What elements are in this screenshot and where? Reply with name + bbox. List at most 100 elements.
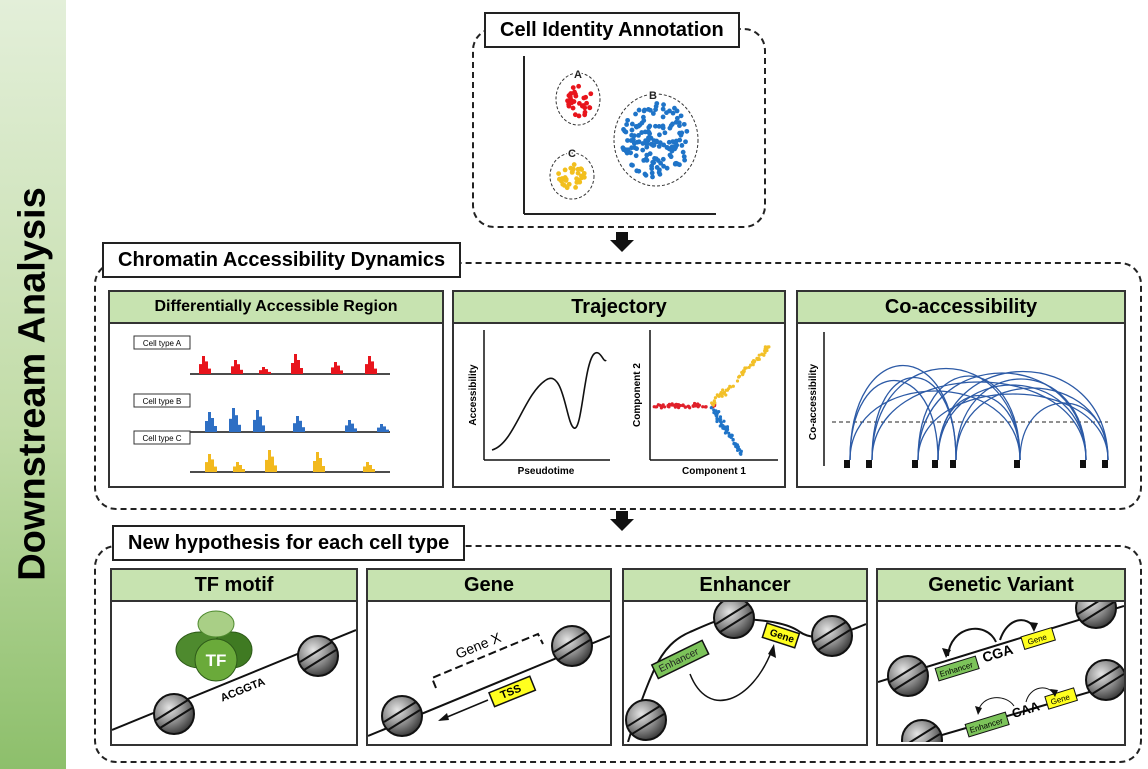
trajectory-point [728, 384, 732, 388]
cluster-point [656, 124, 662, 129]
cluster-point [672, 105, 677, 111]
cluster-point [680, 149, 686, 155]
cluster-point [669, 144, 675, 150]
cluster-point [653, 123, 658, 129]
cluster-point [570, 105, 576, 111]
peak-bar [268, 450, 271, 472]
coaccessibility-arc [937, 371, 1109, 461]
cluster-point [664, 145, 670, 150]
peak-bar [202, 356, 205, 374]
peak-bar [234, 360, 237, 374]
coaccessibility-arc [849, 390, 1021, 461]
trajectory-point [742, 370, 746, 374]
accessibility-axis-label: Accessibility [468, 364, 479, 426]
trajectory-point [714, 412, 718, 416]
peak-bar [319, 458, 322, 472]
coaccessibility-peak [1014, 460, 1020, 468]
cluster-point [639, 130, 645, 135]
trajectory-point [713, 396, 718, 400]
peak-bar [354, 428, 357, 432]
peak-bar [294, 354, 297, 374]
coaccessibility-arc [1019, 402, 1109, 461]
cluster-point [682, 157, 688, 163]
trajectory-point [701, 405, 705, 409]
cluster-point [677, 123, 682, 129]
component-1-axis-label: Component 1 [682, 466, 746, 477]
cluster-point [623, 148, 629, 154]
trajectory-point [743, 366, 747, 370]
peak-bar [291, 363, 294, 374]
cluster-point [683, 139, 688, 145]
peak-bar [383, 426, 386, 432]
trajectory-point [739, 452, 743, 456]
coaccessibility-arc [871, 376, 957, 461]
trajectory-point [760, 352, 764, 356]
cluster-point [636, 132, 641, 138]
trajectory-point [757, 353, 761, 357]
cluster-point [621, 127, 626, 132]
coaccessibility-arc [917, 393, 1109, 461]
trajectory-point [731, 437, 735, 442]
cluster-point [576, 113, 582, 119]
cluster-point [660, 123, 666, 129]
peak-bar [274, 465, 277, 472]
hypothesis-title: New hypothesis for each cell type [112, 525, 466, 561]
cluster-point [587, 105, 593, 111]
genetic-variant-panel-title: Genetic Variant [878, 570, 1124, 602]
cluster-point [654, 139, 660, 145]
cluster-point [670, 139, 676, 144]
cluster-point [563, 178, 569, 183]
trajectory-point [684, 405, 688, 409]
cluster-point [581, 174, 587, 180]
peak-bar [300, 368, 303, 374]
trajectory-point [715, 416, 719, 420]
peak-bar [299, 420, 302, 432]
cluster-point [649, 170, 655, 176]
cell-identity-plot: A B C [523, 56, 716, 215]
cluster-point [628, 150, 634, 156]
cluster-point [670, 110, 676, 116]
cluster-point [629, 145, 635, 151]
cluster-point [669, 148, 675, 154]
coaccessibility-peak [844, 460, 850, 468]
cell-identity-title: Cell Identity Annotation [484, 12, 740, 48]
gene-panel-title: Gene [368, 570, 610, 602]
cluster-a [565, 83, 594, 119]
cluster-point [677, 137, 683, 143]
dar-panel-title: Differentially Accessible Region [110, 292, 442, 324]
peak-bar [372, 469, 375, 472]
trajectory-point [693, 403, 697, 408]
trajectory-point [704, 405, 708, 409]
cluster-point [568, 165, 574, 171]
coaccessibility-panel-title: Co-accessibility [798, 292, 1124, 324]
cluster-point [571, 99, 577, 104]
peak-bar [386, 429, 389, 432]
cluster-point [673, 119, 679, 125]
variant-sequence-top: CGA [980, 641, 1014, 665]
peak-bar [293, 423, 296, 432]
tf-label: TF [206, 651, 227, 670]
cluster-point [636, 107, 642, 113]
cluster-point [583, 94, 589, 100]
trajectory-point [720, 394, 724, 398]
trajectory-point [741, 373, 745, 377]
cluster-c-label: C [568, 148, 576, 160]
trajectory-point [757, 357, 761, 361]
coaccessibility-arc [871, 381, 1087, 461]
cluster-point [668, 123, 674, 129]
chromatin-title: Chromatin Accessibility Dynamics [102, 242, 462, 278]
trajectory-point [739, 449, 743, 453]
peak-bar [271, 456, 274, 472]
cluster-point [654, 101, 660, 106]
trajectory-point [727, 431, 731, 435]
coaccessibility-arc [937, 394, 1021, 461]
cluster-a-label: A [574, 69, 582, 81]
coaccessibility-peak [866, 460, 872, 468]
trajectory-point [752, 359, 756, 363]
cluster-point [648, 141, 654, 147]
coaccessibility-peak [932, 460, 938, 468]
peak-bar [253, 419, 256, 432]
trajectory-panel: Trajectory Accessibility Pseudotime Comp… [452, 290, 786, 488]
coaccessibility-peak [1102, 460, 1108, 468]
trajectory-point [737, 375, 741, 379]
